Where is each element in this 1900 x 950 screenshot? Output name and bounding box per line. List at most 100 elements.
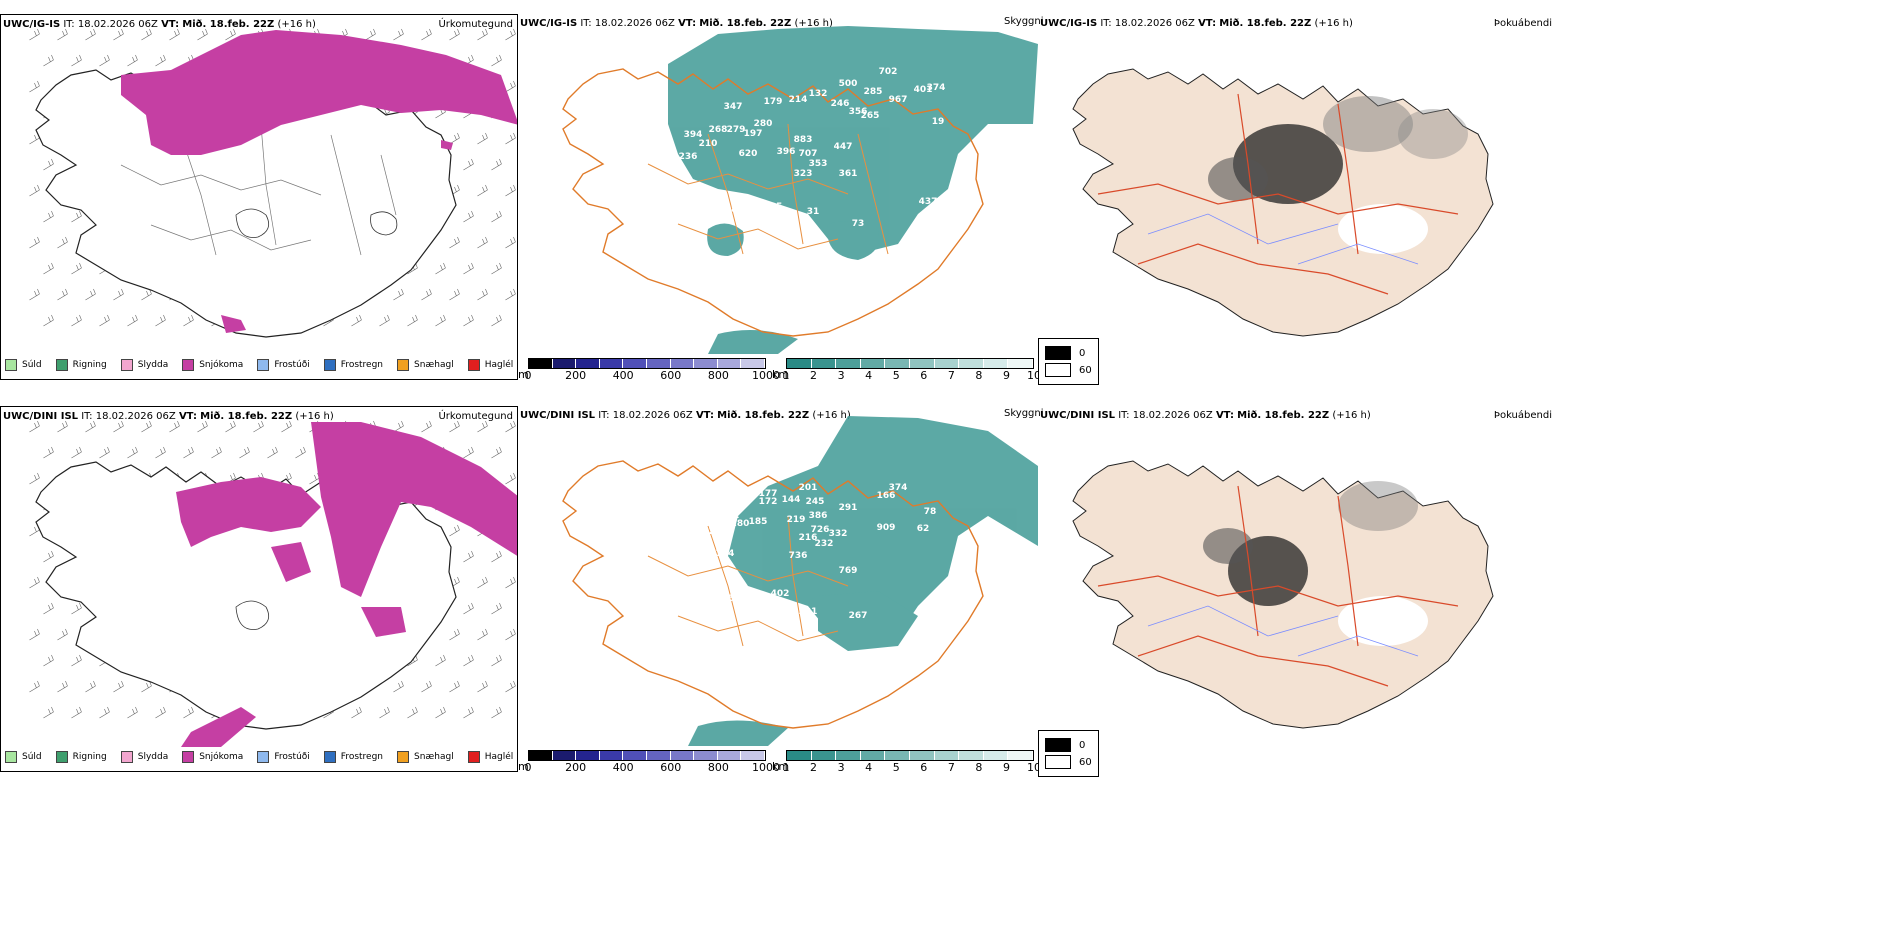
wind-barb xyxy=(491,550,502,563)
wind-barb xyxy=(197,420,208,433)
legend-swatch xyxy=(257,359,270,371)
legend-item: Slydda xyxy=(120,751,168,763)
legend-label: Rigning xyxy=(72,752,107,762)
wind-barb xyxy=(29,576,40,589)
legend-label: Frostregn xyxy=(340,360,384,370)
cloud-base-label: 777 xyxy=(921,215,940,225)
cloud-base-label: 374 xyxy=(927,83,946,93)
wind-barb xyxy=(463,654,474,667)
wind-barb xyxy=(99,706,110,719)
wind-barb xyxy=(505,628,516,641)
cloud-base-label: 280 xyxy=(754,119,773,129)
visibility-shading xyxy=(688,416,1038,746)
colorbar-cell xyxy=(576,359,600,368)
colorbar-cell xyxy=(885,359,910,368)
cloud-base-label: 374 xyxy=(889,483,908,493)
wind-barb xyxy=(491,446,502,459)
colorbar-cell xyxy=(860,359,886,368)
legend-item: Súld xyxy=(5,359,42,371)
cloud-base-label: 31 xyxy=(807,207,820,217)
colorbar-cell xyxy=(1008,751,1033,760)
cloud-base-label: 62 xyxy=(917,524,930,534)
cloud-base-label: 172 xyxy=(759,497,778,507)
cloud-base-label: 396 xyxy=(777,147,796,157)
cloud-base-label: 909 xyxy=(877,523,896,533)
visibility-shading xyxy=(668,26,1038,354)
wind-barb xyxy=(491,210,502,223)
panel-header: UWC/DINI ISL IT: 18.02.2026 06Z VT: Mið.… xyxy=(1040,410,1371,421)
colorbar-cell xyxy=(646,359,671,368)
colorbar-tick: 8 xyxy=(975,761,983,774)
cloud-base-label: 246 xyxy=(831,99,850,109)
cloud-base-label: 279 xyxy=(727,125,746,135)
wind-barb xyxy=(491,314,502,327)
wind-barb xyxy=(127,446,138,459)
colorbar-tick: 5 xyxy=(892,761,900,774)
legend-item: Snjókoma xyxy=(182,359,243,371)
wind-barb xyxy=(43,446,54,459)
legend-label: Frostúði xyxy=(274,360,310,370)
cloud-base-label: 500 xyxy=(839,79,858,89)
wind-barb xyxy=(183,706,194,719)
visibility-panel-bottom: UWC/DINI ISL IT: 18.02.2026 06Z VT: Mið.… xyxy=(518,406,1038,772)
height-colorbar-top: m 0 200 400 600 800 1000 xyxy=(518,358,780,382)
wind-barb xyxy=(449,236,460,249)
wind-barb xyxy=(29,80,40,93)
colorbar-tick: 0 xyxy=(524,761,532,774)
colorbar-tick: 200 xyxy=(565,369,587,382)
cloud-base-label: 144 xyxy=(782,495,801,505)
cloud-base-label: 724 xyxy=(716,549,735,559)
wind-barb xyxy=(141,680,152,693)
cloud-base-label: 702 xyxy=(879,67,898,77)
cloud-base-label: 967 xyxy=(889,95,908,105)
wind-barb xyxy=(379,706,390,719)
cloud-base-label: 401 xyxy=(914,85,933,95)
cloud-base-label: 179 xyxy=(764,97,783,107)
wind-barb xyxy=(43,210,54,223)
legend-item: Frostúði xyxy=(257,359,310,371)
visibility-panel-top: UWC/IG-IS IT: 18.02.2026 06Z VT: Mið. 18… xyxy=(518,14,1038,380)
colorbar-cell xyxy=(860,751,886,760)
cloud-base-label: 386 xyxy=(809,511,828,521)
wind-barb xyxy=(505,132,516,145)
legend-item: Snjókoma xyxy=(182,751,243,763)
wind-barb xyxy=(463,706,474,719)
colorbar-tick: 600 xyxy=(660,761,682,774)
vis-colorbar-bottom: km 1 2 3 4 5 6 7 8 9 10 xyxy=(772,750,1041,774)
wind-barb xyxy=(113,288,124,301)
wind-barb xyxy=(127,314,138,327)
colorbar-cell xyxy=(811,359,837,368)
colorbar-tick: 7 xyxy=(947,761,955,774)
wind-barb xyxy=(449,132,460,145)
colorbar-tick: 6 xyxy=(920,369,928,382)
colorbar-tick: 200 xyxy=(565,761,587,774)
colorbar-tick: 800 xyxy=(707,369,729,382)
colorbar-tick: 10 xyxy=(1027,369,1041,382)
colorbar-cell xyxy=(787,751,812,760)
wind-barb xyxy=(71,262,82,275)
wind-barb xyxy=(295,446,306,459)
colorbar-cell xyxy=(934,359,960,368)
legend-swatch xyxy=(397,751,410,763)
cloud-base-label: 216 xyxy=(799,533,818,543)
legend-swatch xyxy=(257,751,270,763)
wind-barb xyxy=(155,54,166,67)
colorbar-cell xyxy=(552,751,577,760)
wind-barb xyxy=(281,420,292,433)
colorbar-cell xyxy=(959,751,984,760)
colorbar-tick: 3 xyxy=(837,369,845,382)
wind-barb xyxy=(43,158,54,171)
wind-barb xyxy=(449,420,460,433)
colorbar-cell xyxy=(983,359,1009,368)
cloud-base-label: 323 xyxy=(794,169,813,179)
wind-barb xyxy=(85,28,96,41)
wind-barb xyxy=(29,472,40,485)
height-colorbar-bottom: m 0 200 400 600 800 1000 xyxy=(518,750,780,774)
wind-barb xyxy=(393,28,404,41)
wind-barb xyxy=(99,314,110,327)
wind-barb xyxy=(505,680,516,693)
wind-barb xyxy=(113,680,124,693)
fog-map xyxy=(1072,460,1494,729)
